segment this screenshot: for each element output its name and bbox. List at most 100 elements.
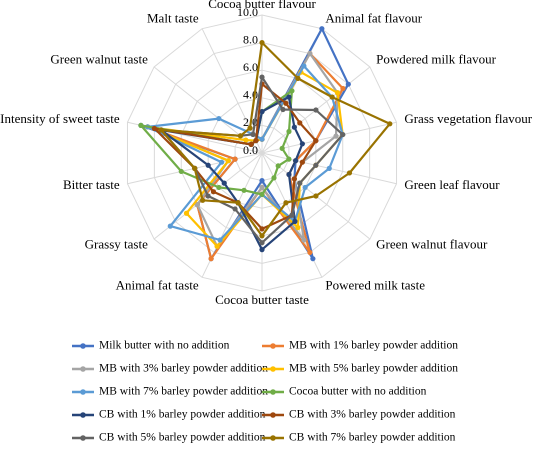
point [259,226,265,232]
axis-label: Green walnut flavour [376,236,488,251]
point [237,133,244,139]
point [250,131,256,137]
point [183,210,190,216]
point [307,50,313,57]
legend-marker [80,412,86,418]
tick-label: 8.0 [243,32,258,46]
legend-label: Cocoa butter with no addition [289,386,427,398]
point [259,74,265,80]
point [326,165,332,171]
tick-label: 0.0 [243,143,258,157]
legend-label: MB with 7% barley powder addition [99,386,268,398]
point [205,162,211,168]
axis-label: Bitter taste [63,177,120,192]
point [301,237,307,243]
point [205,193,211,199]
point [329,94,335,100]
legend-marker [270,389,276,395]
axis-label: Powered milk taste [325,277,425,292]
point [158,127,164,133]
point [259,40,265,46]
point [259,136,265,142]
point [217,237,223,243]
axis-label: Green walnut taste [50,52,148,67]
point [310,256,316,262]
point [289,212,295,218]
legend-marker [270,343,276,349]
point [259,191,265,197]
point [216,115,222,122]
point [210,189,217,195]
point [313,193,319,199]
point [151,125,157,132]
point [279,145,285,151]
point [232,206,238,212]
point [259,184,265,191]
point [138,122,144,128]
axis-label: Intensity of sweet taste [0,111,120,126]
tick-label: 10.0 [237,5,258,19]
point [295,75,301,81]
point [248,141,254,147]
point [192,165,198,171]
legend-label: CB with 5% barley powder addition [99,432,266,444]
legend-marker [270,412,276,418]
point [219,159,225,165]
point [346,170,353,176]
point [194,202,200,208]
point [319,26,325,32]
point [333,133,339,139]
legend-marker [270,366,276,372]
point [259,233,265,239]
point [302,184,308,191]
point [299,141,305,147]
point [307,249,313,256]
point [297,120,303,126]
point [214,243,220,249]
axis-label: Green leaf flavour [404,177,500,192]
point [216,184,222,191]
point [286,128,292,135]
point [167,223,173,229]
legend-label: MB with 5% barley powder addition [289,363,458,375]
point [235,200,241,206]
point [340,85,346,92]
point [301,63,307,69]
point [286,156,292,162]
legend-label: MB with 3% barley powder addition [99,363,268,375]
point [291,124,297,130]
legend-label: CB with 3% barley powder addition [289,409,456,421]
point [334,90,341,96]
axis-label: Grassy taste [85,236,148,251]
point [241,187,247,193]
point [200,197,206,203]
point [243,137,249,143]
point [295,225,301,231]
axis-label: Cocoa butter taste [215,292,309,307]
point [283,100,289,106]
point [297,180,303,186]
point [208,256,214,262]
point [286,94,292,100]
point [271,175,277,181]
point [275,163,281,169]
point [313,107,319,113]
point [259,240,265,246]
point [259,109,265,115]
point [178,168,184,175]
axis-label: Animal fat taste [116,277,199,292]
axis-label: Malt taste [147,11,199,26]
point [313,162,319,168]
legend-label: CB with 1% barley powder addition [99,409,266,421]
point [283,200,289,206]
point [221,180,227,186]
legend-marker [80,435,86,441]
point [289,88,295,94]
point [345,81,351,87]
point [225,158,231,164]
point [253,137,259,144]
legend-marker [270,435,276,441]
point [247,125,253,131]
axis-label: Cocoa butter flavour [208,0,316,11]
